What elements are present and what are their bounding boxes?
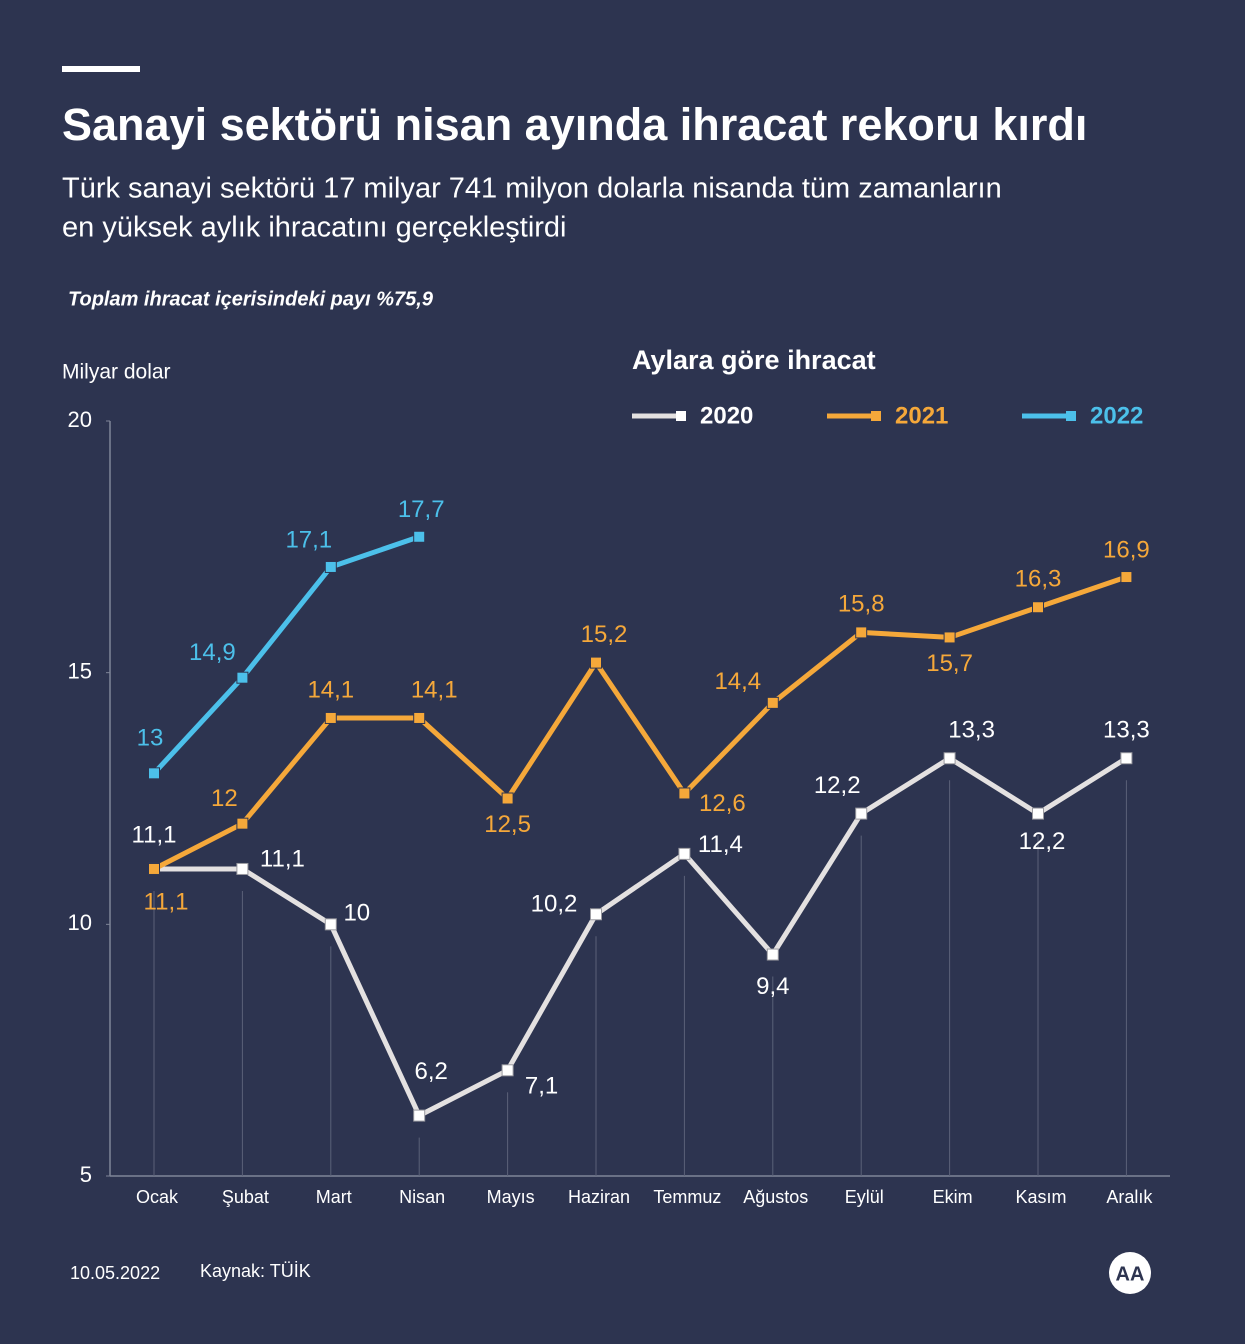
series-line: [152, 534, 421, 776]
value-label: 11,1: [132, 821, 177, 848]
x-tick-label: Temmuz: [653, 1187, 721, 1207]
value-label: 14,4: [714, 668, 761, 695]
series-line: [154, 755, 1128, 1119]
point-marker: [1120, 571, 1133, 584]
logo-badge: [1109, 1252, 1151, 1294]
point-marker: [943, 631, 956, 644]
point-marker: [324, 711, 337, 724]
x-tick-label: Mart: [316, 1187, 352, 1207]
value-label: 12,2: [1019, 828, 1066, 855]
value-label: 15,8: [838, 591, 885, 618]
value-label: 10,2: [531, 891, 578, 918]
value-label: 7,1: [525, 1073, 558, 1100]
y-axis-label: Milyar dolar: [62, 361, 171, 384]
point-marker: [1120, 752, 1133, 765]
value-label: 16,3: [1015, 566, 1062, 593]
point-marker: [678, 847, 691, 860]
point-marker: [148, 862, 160, 875]
point-marker: [590, 656, 602, 669]
source: Kaynak: TÜİK: [200, 1261, 311, 1281]
date: 10.05.2022: [70, 1263, 160, 1283]
legend-title: Aylara göre ihracat: [632, 345, 876, 375]
value-label: 16,9: [1103, 536, 1150, 563]
value-label: 13,3: [948, 717, 995, 744]
point-marker: [678, 787, 691, 800]
point-marker: [943, 752, 956, 765]
value-label: 11,1: [144, 888, 189, 915]
title-bar: [62, 66, 140, 72]
value-label: 6,2: [415, 1058, 448, 1085]
x-tick-label: Ocak: [136, 1187, 179, 1207]
x-tick-label: Aralık: [1106, 1187, 1153, 1207]
x-tick-label: Nisan: [399, 1187, 445, 1207]
x-tick-label: Mayıs: [487, 1187, 535, 1207]
legend-label: 2021: [895, 402, 948, 429]
value-label: 14,9: [189, 639, 236, 666]
value-label: 15,7: [926, 650, 973, 677]
value-label: 12: [211, 785, 238, 812]
point-marker: [324, 918, 337, 931]
point-marker: [1032, 807, 1044, 820]
legend-label: 2022: [1090, 402, 1143, 429]
point-marker: [855, 807, 868, 820]
point-marker: [236, 671, 249, 684]
x-tick-label: Şubat: [222, 1187, 269, 1207]
legend-marker: [1066, 411, 1076, 421]
legend-label: 2020: [700, 402, 753, 429]
point-marker: [236, 862, 249, 875]
x-tick-label: Ağustos: [743, 1187, 808, 1207]
note: Toplam ihracat içerisindeki payı %75,9: [68, 288, 434, 310]
value-label: 14,1: [411, 676, 458, 703]
value-label: 11,4: [698, 831, 743, 858]
value-label: 13,3: [1103, 717, 1150, 744]
value-label: 17,7: [398, 496, 445, 523]
point-marker: [1032, 601, 1044, 614]
x-tick-label: Eylül: [845, 1187, 884, 1207]
point-marker: [855, 626, 868, 639]
x-tick-label: Ekim: [933, 1187, 973, 1207]
point-marker: [236, 817, 249, 830]
legend-marker: [871, 411, 881, 421]
point-marker: [766, 948, 779, 961]
value-label: 15,2: [581, 621, 628, 648]
value-label: 9,4: [756, 973, 789, 1000]
y-tick-label: 15: [68, 658, 92, 683]
y-tick-label: 10: [68, 910, 92, 935]
point-marker: [766, 696, 779, 709]
subtitle: en yüksek aylık ihracatını gerçekleştird…: [62, 212, 567, 244]
x-tick-label: Haziran: [568, 1187, 630, 1207]
logo: AA: [1116, 1263, 1145, 1285]
point-marker: [413, 711, 426, 724]
value-label: 10: [343, 900, 370, 927]
y-tick-label: 20: [68, 407, 92, 432]
chart-title: Sanayi sektörü nisan ayında ihracat reko…: [62, 99, 1087, 150]
point-marker: [148, 767, 160, 780]
value-label: 13: [137, 725, 164, 752]
value-label: 17,1: [285, 526, 332, 553]
value-label: 14,1: [307, 676, 354, 703]
point-marker: [501, 1064, 514, 1077]
value-label: 11,1: [260, 845, 305, 872]
series-line: [152, 574, 1128, 872]
subtitle: Türk sanayi sektörü 17 milyar 741 milyon…: [62, 173, 1002, 205]
value-label: 12,2: [814, 772, 861, 799]
point-marker: [590, 908, 602, 921]
legend-marker: [676, 411, 686, 421]
point-marker: [324, 560, 337, 573]
value-label: 12,5: [484, 811, 531, 838]
x-tick-label: Kasım: [1015, 1187, 1066, 1207]
point-marker: [413, 1109, 426, 1122]
point-marker: [501, 792, 514, 805]
y-tick-label: 5: [80, 1162, 92, 1187]
value-label: 12,6: [699, 790, 746, 817]
point-marker: [413, 530, 426, 543]
